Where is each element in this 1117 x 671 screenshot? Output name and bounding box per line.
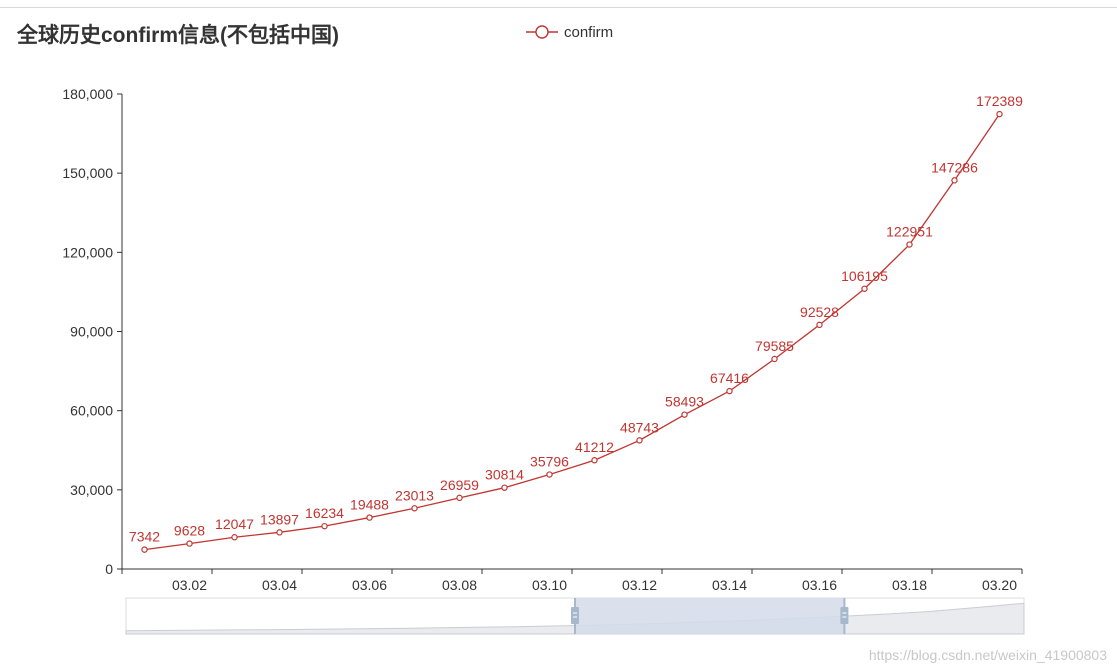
x-tick-label: 03.12 [622,577,657,593]
series-line-confirm [144,113,1001,551]
data-label: 106195 [841,268,888,284]
data-label: 19488 [350,497,389,513]
data-label: 35796 [530,454,569,470]
data-point[interactable] [366,514,373,521]
x-tick-label: 03.14 [712,577,747,593]
x-tick-label: 03.04 [262,577,297,593]
watermark: https://blog.csdn.net/weixin_41900803 [868,647,1107,663]
legend-line-circle-icon [526,25,558,39]
data-label: 23013 [395,487,434,503]
data-label: 41212 [575,439,614,455]
data-point[interactable] [276,529,283,536]
top-divider [0,7,1117,8]
data-point[interactable] [636,437,643,444]
x-tick-label: 03.18 [892,577,927,593]
y-tick-label: 180,000 [62,86,113,102]
data-label: 26959 [440,477,479,493]
y-tick-label: 150,000 [62,165,113,181]
data-label: 9628 [174,523,205,539]
data-label: 13897 [260,511,299,527]
data-point[interactable] [726,387,733,395]
data-point[interactable] [231,534,238,541]
data-point[interactable] [456,494,463,502]
chart-title: 全球历史confirm信息(不包括中国) [17,24,339,47]
x-tick-label: 03.02 [172,577,207,593]
data-label: 58493 [665,394,704,410]
data-point[interactable] [771,355,778,363]
data-zoom-selected-range[interactable] [575,598,845,634]
legend[interactable]: confirm [526,21,613,43]
data-label: 48743 [620,419,659,435]
data-point[interactable] [861,285,868,292]
x-tick-label: 03.20 [982,577,1017,593]
y-tick-label: 90,000 [70,324,113,340]
data-point[interactable] [411,505,418,512]
data-point[interactable] [816,321,823,329]
data-point[interactable] [996,110,1003,118]
data-point[interactable] [546,471,553,478]
data-point[interactable] [906,241,913,248]
x-tick-label: 03.10 [532,577,567,593]
data-point[interactable] [951,177,958,184]
x-tick-label: 03.06 [352,577,387,593]
data-label: 147286 [931,159,978,175]
data-label: 30814 [485,467,524,483]
data-point[interactable] [591,457,598,464]
x-tick-label: 03.16 [802,577,837,593]
y-tick-label: 0 [105,561,113,577]
data-label: 16234 [305,505,344,521]
data-label: 122951 [886,224,933,240]
data-point[interactable] [141,546,148,553]
data-point[interactable] [681,411,688,418]
data-label: 67416 [710,370,749,386]
data-label: 79585 [755,338,794,354]
y-tick-label: 30,000 [70,482,113,498]
data-point[interactable] [186,540,193,547]
y-tick-label: 120,000 [62,244,113,260]
y-tick-label: 60,000 [70,403,113,419]
data-point[interactable] [321,522,328,530]
data-point[interactable] [501,484,508,491]
x-tick-label: 03.08 [442,577,477,593]
data-zoom-end-handle[interactable] [840,607,849,624]
data-zoom-start-handle[interactable] [571,607,579,624]
data-label: 92528 [800,304,839,320]
data-label: 12047 [215,516,254,532]
data-label: 172389 [976,93,1023,109]
legend-label-confirm: confirm [564,23,614,41]
data-label: 7342 [129,529,160,545]
